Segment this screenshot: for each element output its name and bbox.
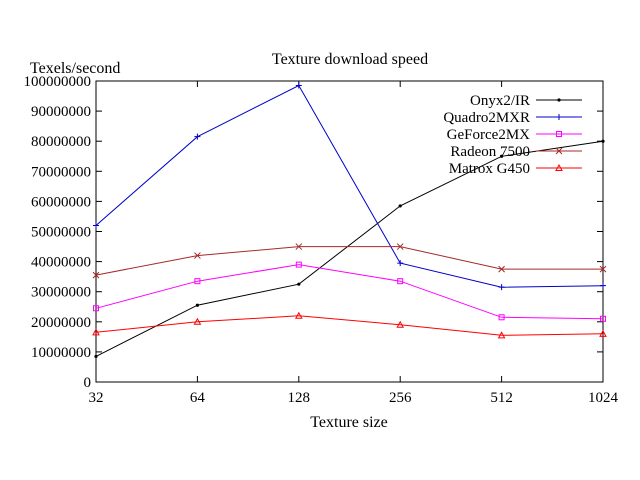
series-layer <box>92 82 607 359</box>
data-point <box>295 243 303 250</box>
data-point <box>601 139 605 143</box>
legend-marker <box>555 163 563 171</box>
y-tick-label: 100000000 <box>24 74 92 90</box>
legend-marker <box>556 114 562 120</box>
data-point <box>396 320 405 328</box>
legend-label: Radeon 7500 <box>450 144 530 160</box>
legend-label: Onyx2/IR <box>470 93 530 109</box>
y-tick-label: 60000000 <box>31 194 91 210</box>
data-point <box>94 354 98 359</box>
x-tick-label: 1024 <box>588 390 619 406</box>
data-point <box>498 265 505 273</box>
legend-item: GeForce2MX <box>447 127 582 143</box>
x-axis-label: Texture size <box>310 414 388 431</box>
data-point <box>500 154 504 158</box>
y-tick-label: 90000000 <box>31 104 91 120</box>
x-tick-label: 128 <box>288 390 311 406</box>
data-point <box>396 243 404 250</box>
data-point <box>194 133 201 140</box>
y-tick-label: 70000000 <box>31 164 91 180</box>
legend-item: Onyx2/IR <box>470 93 582 109</box>
series-line <box>95 264 604 320</box>
y-tick-label: 30000000 <box>31 285 91 301</box>
data-point <box>194 278 201 285</box>
legend-marker <box>557 98 561 102</box>
data-point <box>397 260 404 267</box>
data-point <box>92 328 100 336</box>
x-tick-label: 256 <box>389 390 412 406</box>
chart-title: Texture download speed <box>272 51 428 68</box>
series-line <box>95 84 604 288</box>
data-point <box>194 252 201 259</box>
data-point <box>93 222 99 229</box>
data-point <box>195 303 199 307</box>
y-tick-label: 50000000 <box>31 225 91 241</box>
legend-item: Quadro2MXR <box>443 110 582 126</box>
data-point <box>295 82 302 89</box>
data-point <box>92 271 100 279</box>
y-tick-label: 40000000 <box>31 255 91 271</box>
data-point <box>294 311 303 319</box>
legend-marker <box>556 131 562 137</box>
legend-label: GeForce2MX <box>447 127 530 143</box>
x-tick-label: 32 <box>89 390 104 406</box>
legend-label: Matrox G450 <box>449 161 530 177</box>
series-quadro2mxr <box>93 82 606 291</box>
series-line <box>95 140 604 357</box>
data-point <box>600 315 606 322</box>
data-point <box>297 282 301 286</box>
data-point <box>599 329 607 337</box>
data-point <box>600 282 606 289</box>
y-axis-label: Texels/second <box>30 60 120 77</box>
data-point <box>397 278 404 285</box>
legend-item: Radeon 7500 <box>450 144 582 160</box>
data-point <box>398 204 402 208</box>
legend-item: Matrox G450 <box>449 161 582 177</box>
series-radeon-7500 <box>92 243 607 279</box>
x-tick-label: 64 <box>190 390 206 406</box>
series-line <box>95 315 604 336</box>
y-axis: 0 10000000 20000000 30000000 40000000 5000000… <box>24 74 603 391</box>
y-tick-label: 80000000 <box>31 134 91 150</box>
y-tick-label: 10000000 <box>31 345 91 361</box>
data-point <box>498 284 505 291</box>
x-tick-label: 512 <box>490 390 513 406</box>
series-geforce2mx <box>93 261 606 322</box>
data-point <box>498 314 505 321</box>
data-point <box>497 331 506 339</box>
data-point <box>93 305 99 312</box>
data-point <box>599 265 607 273</box>
x-axis: 32 64 128 256 512 1024 <box>89 81 619 406</box>
series-matrox-g450 <box>92 311 607 339</box>
data-point <box>193 317 202 325</box>
legend-marker <box>555 147 563 155</box>
y-tick-label: 0 <box>84 375 92 391</box>
series-onyx2-ir <box>94 139 605 359</box>
data-point <box>295 261 302 268</box>
legend-label: Quadro2MXR <box>443 110 530 126</box>
series-line <box>95 246 603 276</box>
y-tick-label: 20000000 <box>31 315 91 331</box>
